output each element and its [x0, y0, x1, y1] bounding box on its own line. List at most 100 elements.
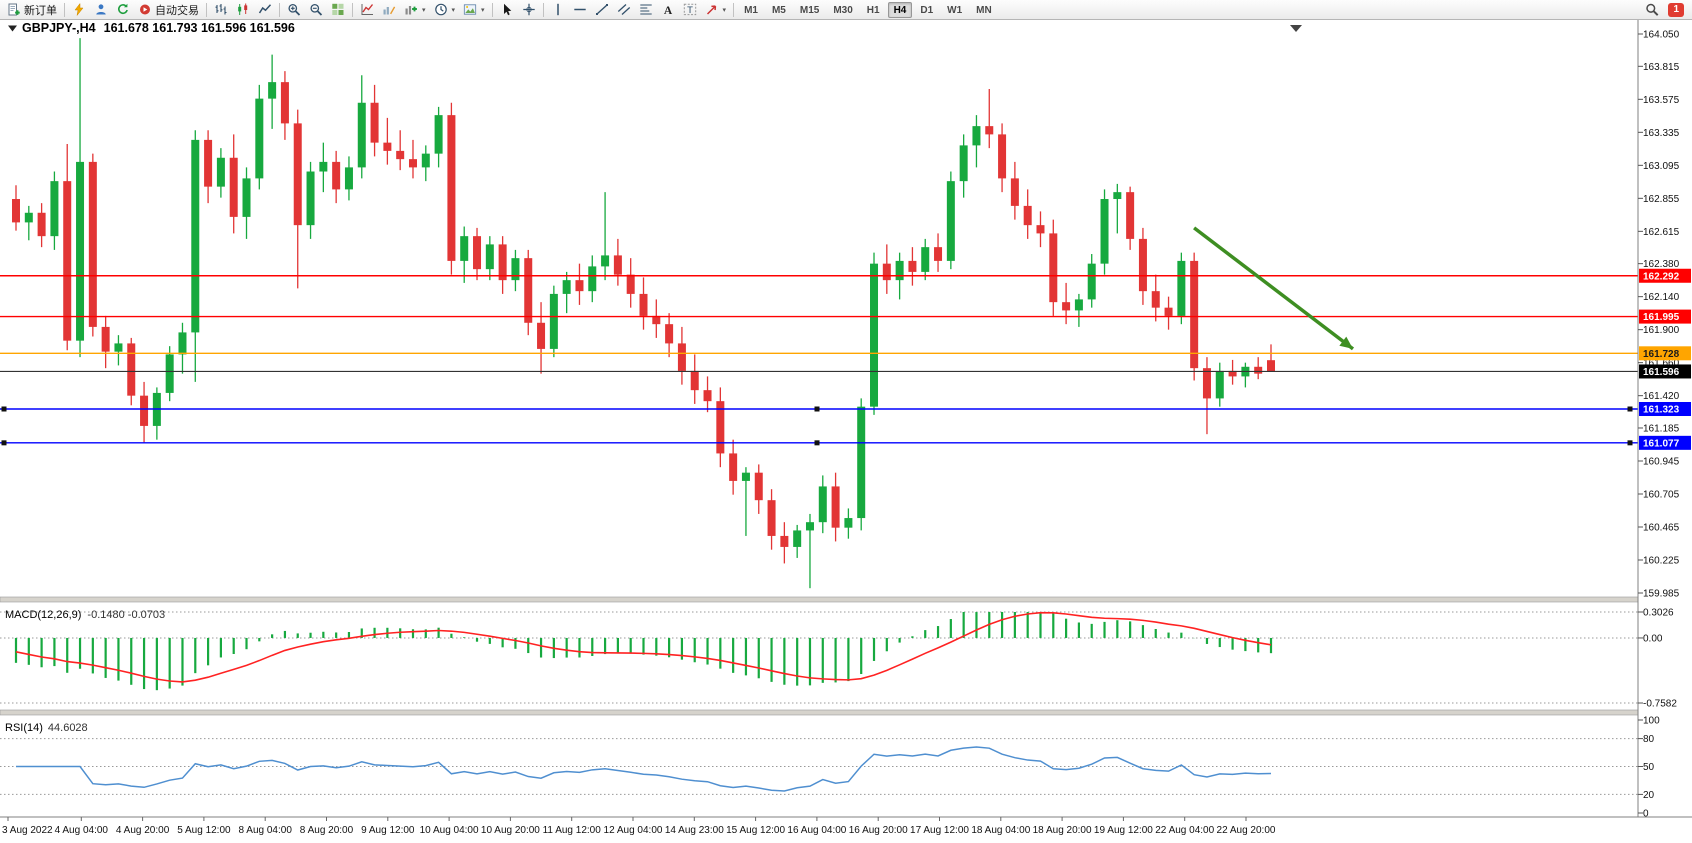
price-tick-label: 161.660 — [1643, 358, 1680, 369]
candles-icon — [236, 3, 250, 16]
crosshair-icon — [522, 3, 536, 16]
price-tick-label: 160.705 — [1643, 489, 1680, 500]
time-axis-label: 22 Aug 20:00 — [1217, 825, 1276, 836]
notification-badge[interactable]: 1 — [1668, 2, 1684, 17]
vertical-line-button[interactable] — [547, 1, 569, 19]
toolbar-separator — [206, 2, 207, 17]
autotrade-icon — [138, 3, 152, 16]
timeframe-d1-button[interactable]: D1 — [920, 4, 934, 16]
new-order-button[interactable]: 新订单 — [3, 1, 61, 19]
price-tick-label: 164.050 — [1643, 30, 1680, 41]
price-axis[interactable] — [1638, 20, 1692, 843]
macd-histogram — [14, 612, 1273, 691]
price-badge-label: 162.292 — [1643, 271, 1680, 282]
line-handle[interactable] — [1627, 440, 1633, 446]
line-handle[interactable] — [1, 406, 7, 412]
time-axis-label: 22 Aug 04:00 — [1155, 825, 1214, 836]
price-tick-label: 160.225 — [1643, 555, 1680, 566]
chart-region[interactable]: 164.050 163.815 163.575 163.335 163.095 162.8… — [0, 20, 1692, 843]
svg-text:T: T — [687, 5, 693, 16]
timeframe-m1-button[interactable]: M1 — [744, 4, 758, 16]
line-handle[interactable] — [1, 440, 7, 446]
time-axis-label: 16 Aug 04:00 — [787, 825, 846, 836]
bar-chart-button[interactable] — [210, 1, 232, 19]
time-axis-label: 11 Aug 12:00 — [543, 825, 602, 836]
tile-windows-button[interactable] — [327, 1, 349, 19]
line-chart-button[interactable] — [254, 1, 276, 19]
macd-name: MACD(12,26,9) — [5, 609, 81, 621]
new-order-button-label: 新订单 — [24, 4, 57, 17]
macd-signal-line — [15, 611, 1272, 683]
cursor-button[interactable] — [496, 1, 518, 19]
svg-text:A: A — [663, 5, 672, 16]
time-axis-label: 15 Aug 12:00 — [726, 825, 785, 836]
ohlc-collapse-icon[interactable] — [8, 25, 17, 32]
auto-trading-button[interactable]: 自动交易 — [134, 1, 203, 19]
horizontal-line-button[interactable] — [569, 1, 591, 19]
timeframe-m15-button[interactable]: M15 — [799, 4, 820, 16]
price-tick-label: 163.095 — [1643, 161, 1680, 172]
time-axis-label: 14 Aug 23:00 — [665, 825, 724, 836]
zoom-in-button[interactable] — [283, 1, 305, 19]
arrows-button[interactable]: ▾ — [701, 1, 731, 19]
toolbar-separator — [491, 2, 493, 17]
price-badge-label: 161.596 — [1643, 367, 1680, 378]
price-tick-label: 162.855 — [1643, 194, 1680, 205]
label-button[interactable]: T — [679, 1, 701, 19]
trendline-icon — [595, 3, 609, 16]
price-tick-label: 160.465 — [1643, 522, 1680, 533]
price-tick-label: 161.420 — [1643, 391, 1680, 402]
line-handle[interactable] — [814, 440, 820, 446]
zoom-out-icon — [309, 3, 323, 16]
price-tick-label: 163.575 — [1643, 95, 1680, 106]
timeframe-h4-button[interactable]: H4 — [887, 1, 913, 18]
templates-button[interactable]: ▾ — [459, 1, 489, 19]
trend-arrow[interactable] — [1193, 226, 1355, 351]
indicators-button[interactable] — [356, 1, 378, 19]
metaeditor-button[interactable] — [68, 1, 90, 19]
refresh-button[interactable] — [112, 1, 134, 19]
periods-button[interactable]: ▾ — [430, 1, 460, 19]
timeframe-m5-button[interactable]: M5 — [771, 4, 786, 16]
timeframe-mn-button[interactable]: MN — [976, 4, 992, 16]
timeframe-m30-button[interactable]: M30 — [833, 4, 853, 16]
hosting-button[interactable] — [90, 1, 112, 19]
ohlc-values: 161.678 161.793 161.596 161.596 — [104, 21, 295, 35]
price-tick-label: 163.335 — [1643, 128, 1680, 139]
time-axis-label: 8 Aug 04:00 — [239, 825, 293, 836]
crosshair-button[interactable] — [518, 1, 540, 19]
refresh-icon — [116, 3, 130, 16]
zoom-out-button[interactable] — [305, 1, 327, 19]
price-badge — [1639, 402, 1691, 417]
candlestick-chart-button[interactable] — [232, 1, 254, 19]
new-chart-button[interactable]: ▾ — [400, 1, 430, 19]
search-button[interactable] — [1641, 1, 1663, 19]
dropdown-caret-icon: ▾ — [422, 6, 426, 14]
tile-icon — [331, 3, 345, 16]
price-badge — [1639, 346, 1691, 361]
candlesticks — [12, 38, 1275, 589]
time-axis-label: 10 Aug 04:00 — [420, 825, 479, 836]
price-badge — [1639, 268, 1691, 283]
line-handle[interactable] — [1627, 406, 1633, 412]
clock-icon — [434, 3, 448, 16]
panel-separator[interactable] — [0, 596, 1692, 603]
panel-separator[interactable] — [0, 709, 1692, 716]
timeframe-h1-button[interactable]: H1 — [866, 4, 880, 16]
time-axis-label: 4 Aug 20:00 — [116, 825, 170, 836]
trendline-button[interactable] — [591, 1, 613, 19]
toolbar-separator — [279, 2, 280, 17]
time-axis-label: 4 Aug 04:00 — [55, 825, 109, 836]
chart-shift-marker-icon[interactable] — [1290, 25, 1302, 32]
channel-button[interactable] — [613, 1, 635, 19]
fibonacci-button[interactable] — [635, 1, 657, 19]
price-badge-label: 161.323 — [1643, 405, 1680, 416]
text-button[interactable]: A — [657, 1, 679, 19]
line-handle[interactable] — [814, 406, 820, 412]
time-axis-label: 16 Aug 20:00 — [849, 825, 908, 836]
timeframe-w1-button[interactable]: W1 — [947, 4, 963, 16]
cursor-icon — [500, 3, 514, 16]
trend-arrow-head — [1339, 336, 1353, 349]
indicator-edit-button[interactable] — [378, 1, 400, 19]
price-badge — [1639, 435, 1691, 450]
